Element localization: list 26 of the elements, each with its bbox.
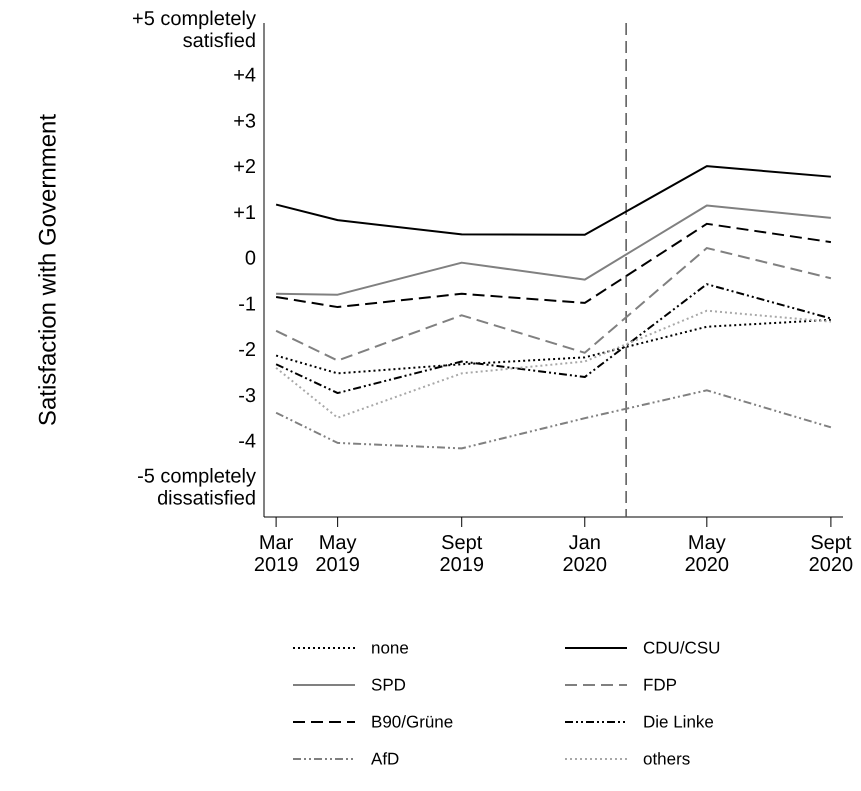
legend-label: Die Linke	[643, 712, 714, 732]
x-tick-label: Mar 2019	[254, 532, 298, 576]
legend-label: CDU/CSU	[643, 638, 720, 658]
y-tick-label: +1	[233, 202, 256, 224]
y-tick-label: +4	[233, 64, 256, 87]
legend-label: none	[371, 638, 409, 658]
y-tick-label: -5 completely dissatisfied	[137, 465, 256, 510]
x-tick-label: May 2020	[684, 532, 730, 576]
legend-label: SPD	[371, 676, 406, 694]
y-tick-label: +3	[233, 110, 256, 132]
y-tick-label: -1	[238, 293, 256, 316]
y-tick-label: -2	[238, 339, 256, 362]
x-tick-label: Sept 2019	[439, 532, 484, 576]
y-tick-label: +5 completely satisfied	[132, 8, 256, 52]
x-tick-label: Jan 2020	[562, 532, 608, 576]
x-tick-label: May 2019	[315, 532, 360, 576]
legend-label: FDP	[643, 676, 677, 694]
y-tick-label: +2	[233, 156, 256, 178]
y-tick-label: 0	[244, 248, 256, 270]
y-tick-label: -4	[238, 430, 256, 453]
legend-label: AfD	[371, 750, 400, 768]
legend-label: others	[643, 750, 690, 768]
legend-label: B90/Grüne	[371, 712, 454, 732]
y-axis-title: Satisfaction with Government	[34, 114, 62, 426]
y-tick-label: -3	[238, 384, 256, 407]
x-tick-label: Sept 2020	[808, 532, 854, 576]
